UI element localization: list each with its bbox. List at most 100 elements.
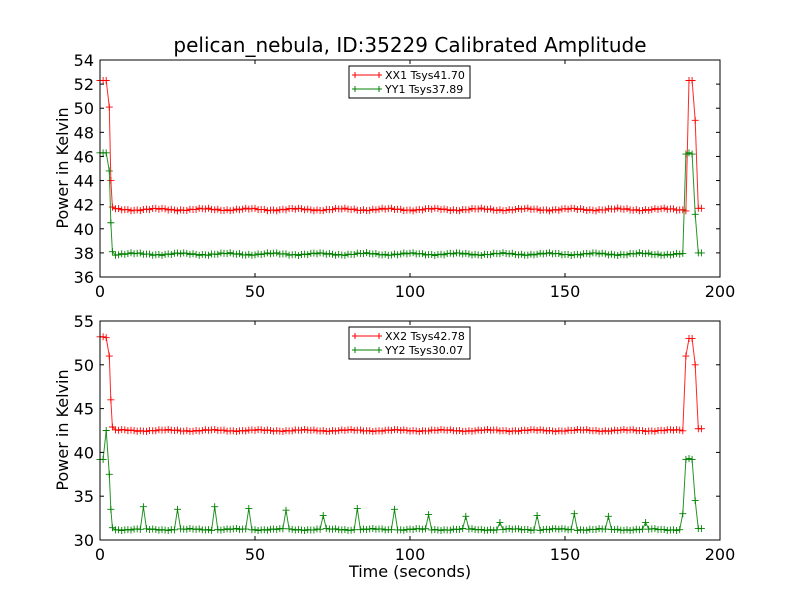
data-point [493,526,501,534]
data-point [437,425,445,433]
data-point [220,426,228,434]
data-point [691,497,699,505]
data-point [102,76,110,84]
data-point [223,206,231,214]
data-point [164,526,172,534]
data-point [273,525,281,533]
data-point [400,249,408,257]
data-point [273,207,281,215]
data-point [217,526,225,534]
data-point [601,427,609,435]
data-point [136,525,144,533]
data-point [304,251,312,259]
data-point [254,527,262,535]
data-point [611,426,619,434]
data-point [465,427,473,435]
data-point [164,425,172,433]
data-point [462,512,470,520]
data-point [670,526,677,534]
y-tick-label: 50 [74,356,94,375]
data-point [629,426,637,434]
data-point [691,210,699,218]
x-tick-label: 200 [705,545,736,564]
data-point [487,251,495,259]
data-point [146,206,154,214]
data-point [310,207,318,215]
data-point [267,250,274,258]
data-point [186,524,194,532]
data-point [397,526,405,534]
data-point [332,204,340,212]
data-point [577,205,584,213]
data-point [236,250,243,258]
data-point [189,427,197,435]
data-point [682,455,690,463]
data-point [564,205,572,213]
data-point [127,207,135,215]
data-point [183,249,191,257]
data-point [152,427,160,435]
data-point [428,205,436,213]
data-point [294,526,302,534]
legend-box [348,65,471,99]
data-point [174,426,181,434]
data-point [313,206,321,214]
data-point [301,425,309,433]
data-point [263,426,271,434]
data-point [437,206,445,214]
data-point [217,249,225,257]
data-point [242,525,250,533]
data-point [174,207,181,215]
legend-label: XX2 Tsys42.78 [385,330,465,343]
data-point [642,250,650,258]
series-line-1-1 [100,79,702,212]
data-point [201,426,209,434]
data-point [226,525,234,533]
data-point [608,250,615,258]
data-point [177,250,185,258]
data-point [102,427,110,434]
data-point [688,76,696,84]
data-point [158,251,166,259]
data-point [552,427,560,435]
data-point [146,250,154,258]
data-point [623,526,631,534]
data-point [418,525,426,533]
data-point [381,250,389,258]
data-point [573,250,581,258]
data-point [341,526,349,534]
data-point [422,525,429,533]
data-point [521,205,529,213]
data-point [601,206,609,214]
data-point [465,525,473,533]
data-point [561,205,569,213]
data-point [660,204,668,212]
data-point [232,524,240,532]
data-point [387,426,395,434]
data-point [697,525,705,533]
data-point [440,205,448,213]
data-point [369,205,377,213]
data-point [298,205,305,213]
data-point [459,524,467,532]
data-point [378,204,386,212]
data-point [195,204,203,212]
data-point [536,526,544,534]
data-point [285,525,293,533]
data-point [356,206,364,214]
data-point [688,455,696,463]
data-point [648,427,656,435]
data-point [688,335,696,343]
data-point [456,427,464,435]
data-point [527,250,535,258]
data-point [107,505,115,513]
data-point [214,205,222,213]
x-tick-label: 0 [95,545,105,564]
data-point [564,250,572,258]
data-point [294,251,302,259]
data-point [378,427,386,435]
data-point [651,525,659,533]
data-point [133,427,141,435]
data-point [133,206,141,214]
